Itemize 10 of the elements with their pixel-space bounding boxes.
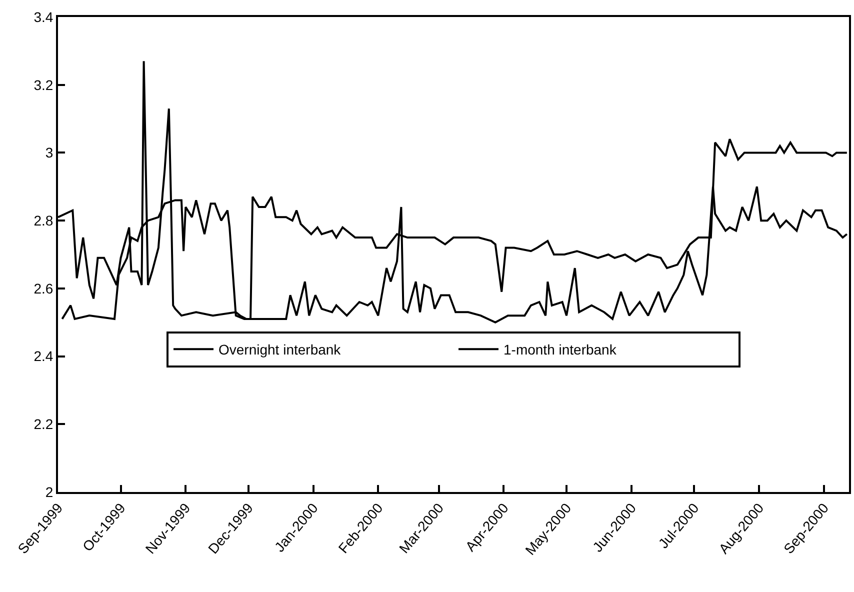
y-tick-label: 2	[45, 484, 54, 500]
legend-label: 1-month interbank	[504, 342, 618, 358]
y-tick-label: 3.2	[34, 76, 54, 93]
y-tick-label: 3	[45, 144, 54, 161]
y-tick-label: 2.4	[34, 348, 54, 364]
y-tick-label: 3.4	[34, 8, 54, 25]
y-tick-label: 2.6	[34, 280, 54, 296]
y-tick-label: 2.8	[34, 212, 54, 228]
y-tick-label: 2.2	[34, 416, 54, 432]
legend-label: Overnight interbank	[218, 342, 342, 358]
